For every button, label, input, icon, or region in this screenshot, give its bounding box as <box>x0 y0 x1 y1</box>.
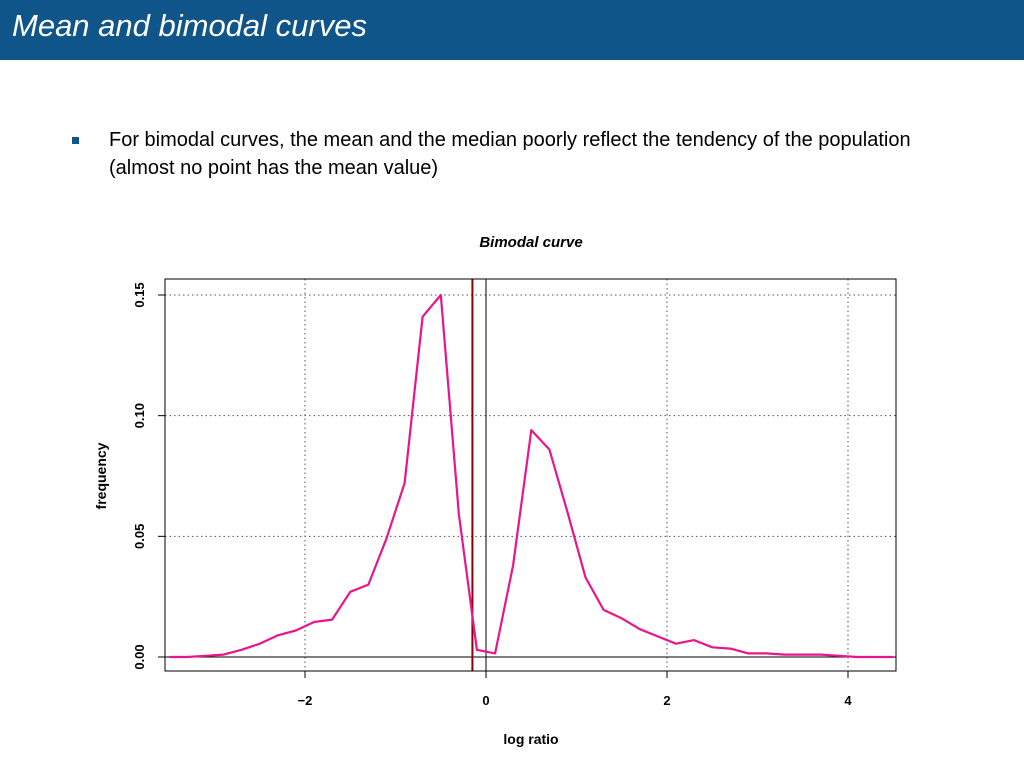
y-tick-label: 0.00 <box>132 644 147 669</box>
x-tick-label: −2 <box>298 693 313 708</box>
chart-reference-lines <box>165 279 896 671</box>
slide-title: Mean and bimodal curves <box>12 8 367 43</box>
slide-header: Mean and bimodal curves <box>0 0 1024 60</box>
x-tick-label: 4 <box>844 693 852 708</box>
chart-title: Bimodal curve <box>479 234 582 251</box>
bimodal-curve-series <box>169 293 894 659</box>
x-axis-ticks: −2 0 2 4 <box>298 671 852 708</box>
y-tick-label: 0.15 <box>132 282 147 307</box>
bullet-text: For bimodal curves, the mean and the med… <box>109 129 911 179</box>
y-tick-label: 0.05 <box>132 524 147 549</box>
square-bullet-icon <box>72 137 79 144</box>
y-axis-ticks: 0.00 0.05 0.10 0.15 <box>132 282 165 670</box>
plot-frame <box>164 278 897 672</box>
chart-series <box>169 293 894 659</box>
y-axis-label: frequency <box>93 442 109 509</box>
x-axis-label: log ratio <box>503 731 558 747</box>
y-tick-label: 0.10 <box>132 403 147 428</box>
x-tick-label: 0 <box>482 693 489 708</box>
x-tick-label: 2 <box>663 693 670 708</box>
chart-grid <box>165 279 896 671</box>
